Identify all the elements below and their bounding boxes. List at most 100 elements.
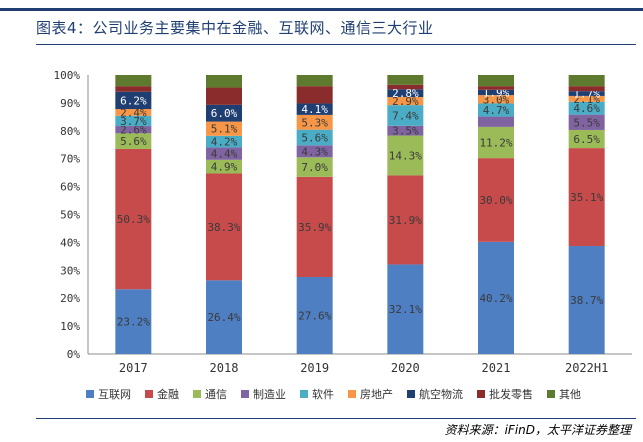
bar-segment	[115, 109, 152, 116]
bar-segment	[387, 84, 424, 90]
bar-segment	[387, 89, 424, 98]
legend-label: 金融	[157, 387, 179, 401]
y-tick-label: 70%	[60, 153, 80, 166]
data-label: 5.6%	[301, 131, 328, 144]
legend-label: 批发零售	[489, 387, 533, 401]
data-label: 35.9%	[298, 221, 331, 234]
legend-swatch	[300, 390, 308, 398]
bar-segment	[296, 75, 333, 87]
legend-label: 其他	[559, 388, 581, 401]
title-rule	[36, 44, 636, 45]
data-label: 30.0%	[479, 194, 512, 207]
bar-segment	[387, 175, 424, 265]
data-label: 5.1%	[211, 123, 238, 136]
y-tick-label: 30%	[60, 264, 80, 277]
y-tick-label: 10%	[60, 320, 80, 333]
bar-segment	[568, 114, 605, 130]
y-tick-label: 80%	[60, 125, 80, 138]
bar-segment	[206, 87, 242, 105]
data-label: 27.6%	[298, 309, 331, 322]
data-label: 40.2%	[479, 292, 512, 305]
bar-segment	[478, 86, 514, 90]
legend-swatch	[86, 390, 94, 398]
bar-segment	[115, 86, 152, 92]
x-tick-label: 2019	[300, 361, 329, 375]
y-tick-label: 60%	[60, 181, 80, 194]
bar-segment	[568, 75, 605, 87]
x-tick-label: 2022H1	[565, 361, 608, 375]
legend-swatch	[145, 390, 153, 398]
bar-segment	[296, 129, 333, 146]
legend-label: 航空物流	[419, 387, 463, 401]
data-label: 32.1%	[389, 303, 422, 316]
data-label: 6.5%	[573, 133, 600, 146]
data-label: 5.3%	[301, 116, 328, 129]
data-label: 4.3%	[301, 145, 328, 158]
data-label: 35.1%	[570, 191, 603, 204]
bar-segment	[115, 91, 152, 110]
data-label: 7.0%	[301, 161, 328, 174]
data-label: 6.0%	[211, 107, 238, 120]
bottom-rule	[36, 418, 636, 419]
bar-segment	[206, 173, 242, 281]
data-label: 5.5%	[573, 116, 600, 129]
legend-label: 制造业	[253, 387, 286, 401]
bar-segment	[568, 95, 605, 102]
bar-segment	[568, 91, 605, 96]
bar-segment	[387, 75, 424, 85]
y-tick-label: 50%	[60, 209, 80, 222]
bar-segment	[478, 75, 514, 87]
bar-segment	[206, 104, 242, 122]
bar-segment	[115, 126, 152, 134]
data-label: 2.8%	[392, 87, 419, 100]
legend-swatch	[547, 390, 555, 398]
legend-swatch	[477, 390, 485, 398]
bar-segment	[296, 103, 333, 115]
bar-segment	[296, 157, 333, 177]
data-label: 4.2%	[211, 136, 238, 149]
data-label: 11.2%	[479, 137, 512, 150]
data-label: 4.4%	[211, 148, 238, 161]
legend-swatch	[348, 390, 356, 398]
bar-segment	[115, 115, 152, 127]
bar-segment	[206, 147, 242, 160]
data-label: 14.3%	[389, 149, 422, 162]
legend-label: 互联网	[98, 388, 131, 401]
bar-segment	[296, 145, 333, 158]
data-label: 38.7%	[570, 294, 603, 307]
bar-segment	[206, 159, 242, 174]
bar-segment	[387, 97, 424, 106]
bar-segment	[478, 158, 514, 242]
bar-segment	[206, 280, 242, 354]
data-label: 2.6%	[120, 124, 147, 137]
bar-segment	[568, 246, 605, 354]
bar-segment	[387, 105, 424, 126]
x-tick-label: 2021	[482, 361, 511, 375]
bar-segment	[478, 89, 514, 96]
bar-segment	[478, 95, 514, 104]
bar-segment	[568, 86, 605, 92]
legend-swatch	[241, 390, 249, 398]
y-tick-label: 40%	[60, 236, 80, 249]
bar-segment	[387, 125, 424, 136]
x-tick-label: 2018	[210, 361, 239, 375]
bar-segment	[478, 116, 514, 127]
bar-segment	[296, 114, 333, 130]
data-label: 4.1%	[301, 103, 328, 116]
data-label: 4.6%	[573, 102, 600, 115]
bar-segment	[478, 103, 514, 117]
data-label: 50.3%	[117, 213, 150, 226]
data-label: 2.4%	[120, 106, 147, 119]
legend-swatch	[407, 390, 415, 398]
legend-label: 房地产	[360, 387, 393, 401]
bar-segment	[206, 121, 242, 136]
bar-segment	[478, 241, 514, 354]
chart-title: 图表4：公司业务主要集中在金融、互联网、通信三大行业	[36, 19, 434, 37]
bar-segment	[387, 135, 424, 176]
source-note: 资料来源：iFinD，太平洋证券整理	[444, 423, 631, 437]
x-tick-label: 2017	[119, 361, 148, 375]
data-label: 3.5%	[392, 125, 419, 138]
data-label: 3.7%	[120, 115, 147, 128]
bar-segment	[115, 289, 152, 354]
bar-segment	[568, 148, 605, 247]
